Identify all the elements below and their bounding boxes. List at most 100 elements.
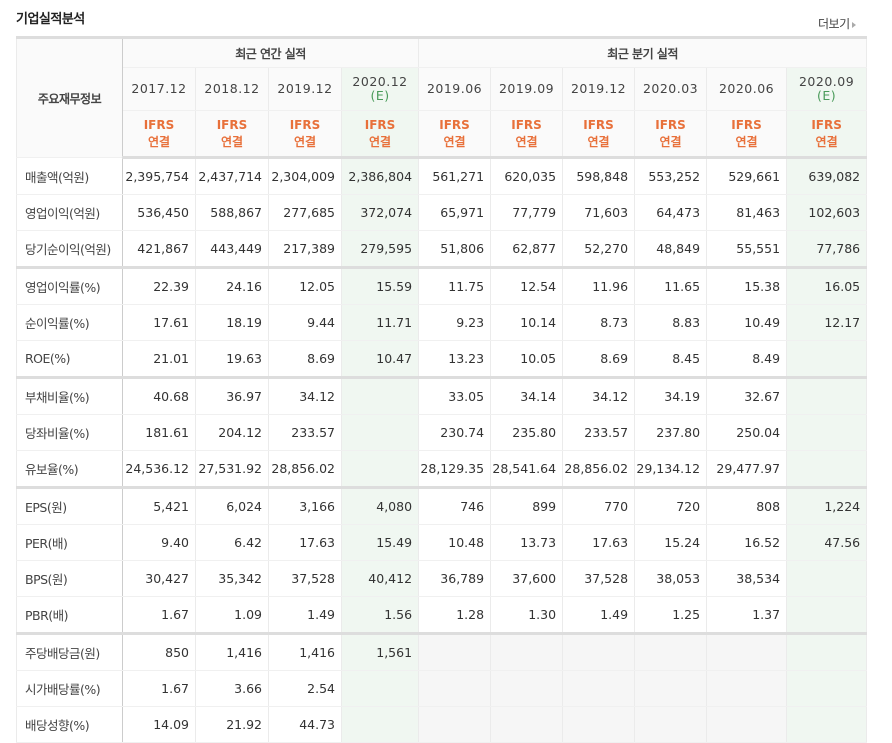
row-label: 당좌비율(%): [16, 414, 123, 451]
row-label: 영업이익(억원): [16, 194, 123, 231]
period-header: 2019.12: [562, 67, 636, 111]
ifrs-header: IFRS 연결: [340, 110, 420, 159]
value-cell: 1.67: [122, 670, 196, 707]
value-cell: 81,463: [706, 194, 788, 231]
value-cell: 10.14: [490, 304, 564, 341]
value-cell: 10.48: [418, 524, 492, 561]
value-cell: 15.24: [634, 524, 708, 561]
row-label: 매출액(억원): [16, 157, 123, 195]
value-cell: 536,450: [122, 194, 196, 231]
period-header: 2020.12 (E): [340, 67, 420, 111]
value-cell: 233.57: [268, 414, 342, 451]
row-label: 배당성향(%): [16, 706, 123, 743]
value-cell: 588,867: [195, 194, 269, 231]
value-cell: [340, 706, 420, 743]
value-cell: 1,416: [195, 633, 269, 671]
value-cell: 21.01: [122, 340, 196, 379]
value-cell: 9.44: [268, 304, 342, 341]
value-cell: 24.16: [195, 267, 269, 305]
value-cell: 28,856.02: [562, 450, 636, 489]
value-cell: 33.05: [418, 377, 492, 415]
row-label: ROE(%): [16, 340, 123, 379]
ifrs-header: IFRS 연결: [268, 110, 342, 159]
value-cell: [634, 670, 708, 707]
value-cell: [340, 450, 420, 489]
value-cell: 14.09: [122, 706, 196, 743]
value-cell: 6,024: [195, 487, 269, 525]
value-cell: 29,477.97: [706, 450, 788, 489]
value-cell: 529,661: [706, 157, 788, 195]
value-cell: 2,386,804: [340, 157, 420, 195]
value-cell: 47.56: [786, 524, 868, 561]
value-cell: 2,437,714: [195, 157, 269, 195]
value-cell: 34.12: [268, 377, 342, 415]
value-cell: 250.04: [706, 414, 788, 451]
table-row: EPS(원) 5,421 6,024 3,166 4,080 746 899 770 720 80…: [16, 487, 868, 525]
period-header: 2019.06: [418, 67, 492, 111]
value-cell: 36,789: [418, 560, 492, 597]
value-cell: [340, 414, 420, 451]
value-cell: 1.67: [122, 596, 196, 635]
value-cell: 598,848: [562, 157, 636, 195]
value-cell: 35,342: [195, 560, 269, 597]
value-cell: [562, 633, 636, 671]
ifrs-label: IFRS: [731, 117, 762, 132]
value-cell: 9.40: [122, 524, 196, 561]
period-header: 2018.12: [195, 67, 269, 111]
value-cell: 37,600: [490, 560, 564, 597]
period-date: 2020.12: [352, 74, 408, 89]
value-cell: [634, 633, 708, 671]
period-date: 2019.09: [498, 81, 555, 96]
value-cell: 639,082: [786, 157, 868, 195]
value-cell: 13.23: [418, 340, 492, 379]
table-row: ROE(%) 21.01 19.63 8.69 10.47 13.23 10.05 8.69 8…: [16, 340, 868, 379]
table-row: 배당성향(%) 14.09 21.92 44.73: [16, 706, 868, 743]
table-row: 부채비율(%) 40.68 36.97 34.12 33.05 34.14 34.12 34.…: [16, 377, 868, 415]
value-cell: 77,786: [786, 230, 868, 269]
row-label: 당기순이익(억원): [16, 230, 123, 269]
row-label: 시가배당률(%): [16, 670, 123, 707]
value-cell: 1,224: [786, 487, 868, 525]
value-cell: 808: [706, 487, 788, 525]
value-cell: 421,867: [122, 230, 196, 269]
table-row: PBR(배) 1.67 1.09 1.49 1.56 1.28 1.30 1.49 1.25 1.…: [16, 596, 868, 635]
period-date: 2019.12: [277, 81, 333, 96]
value-cell: 32.67: [706, 377, 788, 415]
consolidated-label: 연결: [220, 134, 244, 149]
value-cell: 51,806: [418, 230, 492, 269]
value-cell: 3.66: [195, 670, 269, 707]
section-title: 기업실적분석: [16, 12, 85, 27]
ifrs-label: IFRS: [364, 117, 396, 132]
value-cell: [490, 670, 564, 707]
value-cell: 34.19: [634, 377, 708, 415]
period-date: 2019.12: [570, 81, 627, 96]
value-cell: 770: [562, 487, 636, 525]
value-cell: 746: [418, 487, 492, 525]
value-cell: 40,412: [340, 560, 420, 597]
value-cell: 18.19: [195, 304, 269, 341]
value-cell: 277,685: [268, 194, 342, 231]
value-cell: 34.12: [562, 377, 636, 415]
value-cell: 13.73: [490, 524, 564, 561]
value-cell: [562, 706, 636, 743]
value-cell: [786, 560, 868, 597]
value-cell: 2.54: [268, 670, 342, 707]
consolidated-label: 연결: [368, 134, 392, 149]
value-cell: [786, 340, 868, 379]
value-cell: 17.61: [122, 304, 196, 341]
value-cell: 15.49: [340, 524, 420, 561]
value-cell: 12.17: [786, 304, 868, 341]
value-cell: 52,270: [562, 230, 636, 269]
ifrs-label: IFRS: [289, 117, 321, 132]
ifrs-header: IFRS 연결: [490, 110, 564, 159]
financial-summary-table: 주요재무정보 최근 연간 실적 최근 분기 실적 2017.12 2018.12 2…: [16, 36, 868, 743]
value-cell: 29,134.12: [634, 450, 708, 489]
more-link[interactable]: 더보기: [818, 15, 856, 32]
value-cell: [786, 670, 868, 707]
ifrs-label: IFRS: [143, 117, 175, 132]
period-date: 2019.06: [426, 81, 483, 96]
ifrs-header: IFRS 연결: [195, 110, 269, 159]
consolidated-label: 연결: [735, 134, 758, 149]
estimate-marker: (E): [370, 88, 390, 103]
ifrs-label: IFRS: [583, 117, 614, 132]
